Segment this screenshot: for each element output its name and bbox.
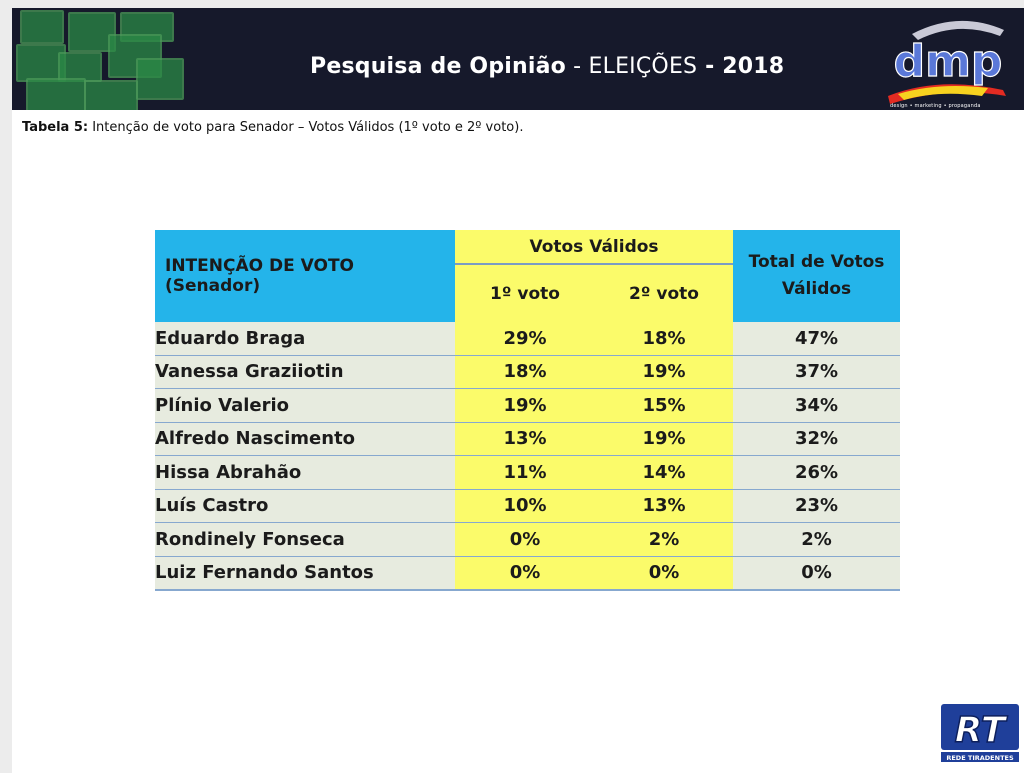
document-page: Pesquisa de Opinião - ELEIÇÕES - 2018 dm…	[12, 8, 1024, 773]
table-row: Alfredo Nascimento 13% 19% 32%	[155, 422, 901, 456]
header-second-vote: 2º voto	[595, 264, 734, 322]
candidate-name: Eduardo Braga	[155, 322, 455, 356]
total-value: 0%	[733, 556, 901, 591]
header-total: Total de Votos Válidos	[733, 230, 901, 322]
candidate-name: Luiz Fernando Santos	[155, 556, 455, 591]
candidate-name: Luís Castro	[155, 489, 455, 523]
table-row: Rondinely Fonseca 0% 2% 2%	[155, 522, 901, 557]
title-separator: -	[565, 54, 589, 79]
total-value: 2%	[733, 522, 901, 557]
logo-tagline: design • marketing • propaganda	[890, 103, 981, 109]
caption-text: Intenção de voto para Senador – Votos Vá…	[88, 120, 524, 135]
decor-square	[68, 12, 116, 52]
first-vote-value: 29%	[455, 322, 595, 356]
table-row: Luís Castro 10% 13% 23%	[155, 489, 901, 523]
table-row: Vanessa Graziiotin 18% 19% 37%	[155, 355, 901, 389]
candidate-name: Rondinely Fonseca	[155, 522, 455, 557]
table-row: Eduardo Braga 29% 18% 47%	[155, 322, 901, 356]
header-candidate: INTENÇÃO DE VOTO (Senador)	[155, 230, 455, 322]
title-elections: ELEIÇÕES	[588, 54, 698, 79]
candidate-name: Vanessa Graziiotin	[155, 355, 455, 389]
second-vote-value: 15%	[595, 388, 734, 423]
table-row: Luiz Fernando Santos 0% 0% 0%	[155, 556, 901, 591]
second-vote-value: 19%	[595, 422, 734, 456]
first-vote-value: 18%	[455, 355, 595, 389]
total-value: 32%	[733, 422, 901, 456]
second-vote-value: 14%	[595, 455, 734, 490]
rt-logo-text: RT	[955, 710, 1008, 751]
first-vote-value: 10%	[455, 489, 595, 523]
second-vote-value: 18%	[595, 322, 734, 356]
total-value: 23%	[733, 489, 901, 523]
dmp-logo: dmp	[878, 16, 1018, 110]
candidate-name: Alfredo Nascimento	[155, 422, 455, 456]
rede-tiradentes-logo: RT REDE TIRADENTES	[939, 702, 1021, 764]
rt-logo-sub: REDE TIRADENTES	[946, 754, 1014, 762]
second-vote-value: 13%	[595, 489, 734, 523]
decor-square	[20, 10, 64, 44]
table-row: Plínio Valerio 19% 15% 34%	[155, 388, 901, 423]
title-year: 2018	[722, 54, 785, 79]
total-value: 34%	[733, 388, 901, 423]
total-value: 47%	[733, 322, 901, 356]
decor-square	[136, 58, 184, 100]
title-main: Pesquisa de Opinião	[310, 54, 566, 79]
header-first-vote: 1º voto	[455, 264, 595, 322]
first-vote-value: 0%	[455, 522, 595, 557]
senate-vote-table: INTENÇÃO DE VOTO (Senador) Votos Válidos…	[155, 230, 901, 591]
first-vote-value: 11%	[455, 455, 595, 490]
first-vote-value: 19%	[455, 388, 595, 423]
logo-text: dmp	[894, 36, 1003, 87]
header-banner: Pesquisa de Opinião - ELEIÇÕES - 2018 dm…	[12, 8, 1024, 110]
table-row: Hissa Abrahão 11% 14% 26%	[155, 455, 901, 490]
candidate-name: Plínio Valerio	[155, 388, 455, 423]
first-vote-value: 13%	[455, 422, 595, 456]
first-vote-value: 0%	[455, 556, 595, 591]
candidate-name: Hissa Abrahão	[155, 455, 455, 490]
decor-square	[26, 78, 86, 110]
total-value: 37%	[733, 355, 901, 389]
decor-square	[84, 80, 138, 110]
second-vote-value: 2%	[595, 522, 734, 557]
page-title: Pesquisa de Opinião - ELEIÇÕES - 2018	[310, 54, 784, 79]
decor-square	[58, 52, 102, 82]
caption-label: Tabela 5:	[22, 120, 89, 135]
title-separator: -	[697, 54, 723, 79]
header-valid-votes: Votos Válidos	[455, 230, 734, 266]
second-vote-value: 19%	[595, 355, 734, 389]
total-value: 26%	[733, 455, 901, 490]
second-vote-value: 0%	[595, 556, 734, 591]
table-caption: Tabela 5: Intenção de voto para Senador …	[22, 120, 523, 135]
